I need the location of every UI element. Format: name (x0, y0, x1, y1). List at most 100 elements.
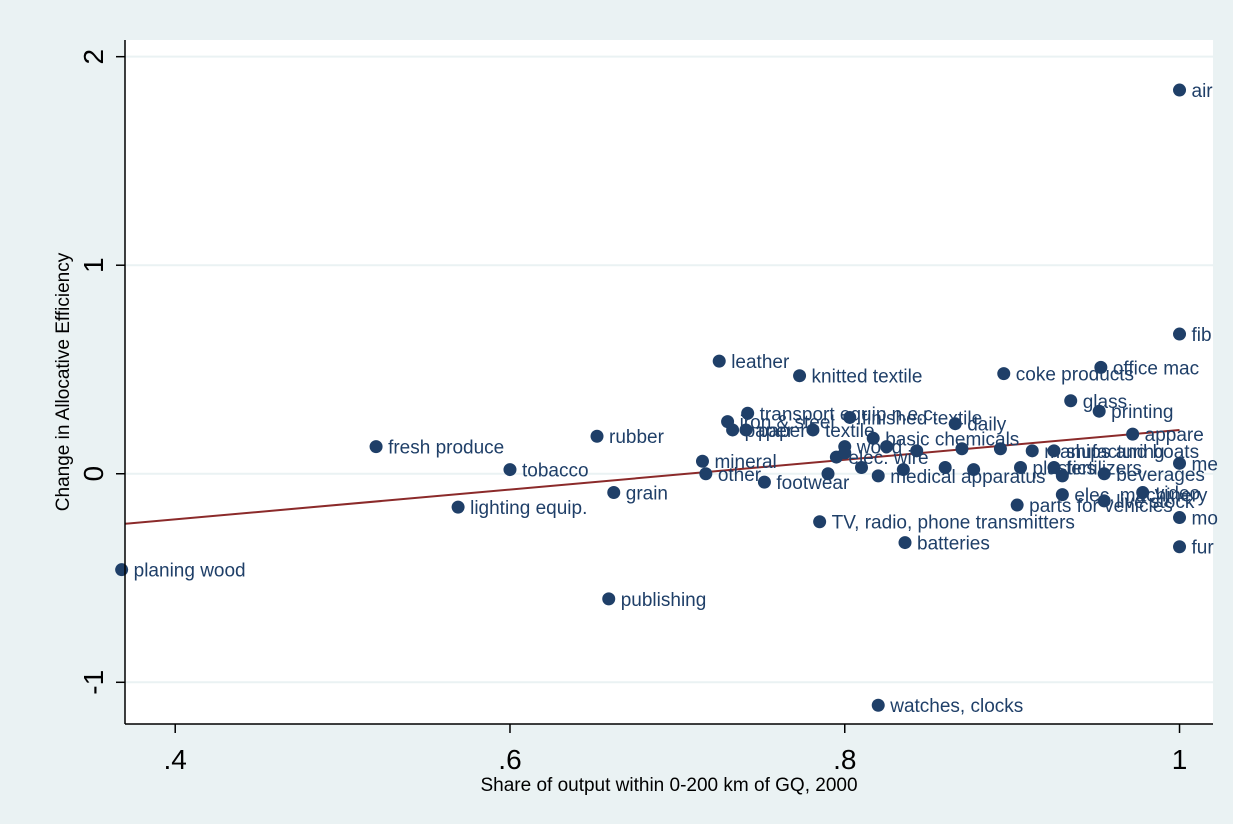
data-point-41 (871, 469, 885, 483)
point-label-13: paper (758, 421, 807, 442)
x-axis-label: Share of output within 0-200 km of GQ, 2… (480, 775, 857, 796)
data-point-48 (1010, 498, 1024, 512)
data-point-24 (955, 442, 969, 456)
data-point-32 (854, 461, 868, 474)
point-label-18: rubber (609, 427, 665, 448)
point-label-29: tobacco (522, 461, 589, 482)
point-label-2: leather (731, 352, 790, 373)
data-point-4 (997, 367, 1011, 381)
point-label-40: footwear (776, 473, 850, 494)
point-label-20: elec. wire (848, 448, 928, 469)
data-point-14 (806, 423, 820, 437)
data-point-54 (602, 592, 616, 606)
point-label-41: medical apparatus (890, 467, 1045, 488)
data-point-13 (739, 423, 753, 437)
data-point-34 (938, 461, 952, 474)
data-point-49 (1173, 511, 1187, 525)
y-axis-label: Change in Allocative Efficiency (53, 252, 74, 511)
point-label-11: daily (967, 415, 1007, 436)
data-point-12 (726, 423, 740, 437)
tick-layer: .4 .6 .8 1 -1 0 1 2 (78, 49, 1187, 775)
point-label-17: fresh produce (388, 438, 504, 459)
point-label-1: fib (1192, 325, 1212, 346)
data-point-29 (503, 463, 517, 477)
data-point-17 (369, 440, 383, 454)
data-point-18 (590, 429, 604, 443)
point-label-3: knitted textile (812, 367, 923, 388)
data-point-44 (451, 500, 465, 514)
axes (124, 40, 1213, 725)
point-label-48: parts for vehicles (1029, 496, 1173, 517)
data-point-53 (115, 563, 129, 577)
point-label-54: publishing (621, 590, 707, 611)
data-point-2 (712, 354, 726, 368)
data-point-7 (1092, 404, 1106, 418)
point-label-39: me (1192, 454, 1218, 475)
data-point-46 (1097, 494, 1111, 508)
data-point-39 (1173, 456, 1187, 470)
grid-lines (125, 55, 1213, 684)
y-tick-label-2: 1 (78, 257, 109, 273)
point-label-10: finished textile (862, 408, 982, 429)
point-label-49: mo (1192, 509, 1218, 530)
data-point-15 (866, 431, 880, 445)
point-label-46: live stock (1116, 492, 1195, 513)
data-point-23 (910, 444, 924, 458)
data-point-1 (1173, 327, 1187, 341)
data-point-38 (1097, 467, 1111, 481)
data-point-43 (607, 486, 621, 500)
point-label-6: glass (1083, 392, 1127, 413)
data-point-51 (898, 536, 912, 550)
point-label-7: printing (1111, 402, 1173, 423)
point-label-53: planing wood (134, 561, 246, 582)
point-label-5: office mac (1113, 358, 1199, 379)
data-point-27 (1047, 444, 1061, 458)
data-point-11 (948, 417, 962, 431)
data-point-16 (1126, 427, 1140, 441)
point-label-12: paper (745, 421, 794, 442)
point-label-36: plastics (1033, 459, 1096, 480)
y-tick-label-0: -1 (78, 670, 109, 695)
data-point-21 (838, 446, 852, 460)
data-point-42 (1055, 469, 1069, 483)
x-tick-label-0: .4 (164, 744, 187, 775)
data-point-55 (871, 698, 885, 712)
point-label-16: appare (1145, 425, 1204, 446)
point-label-55: watches, clocks (889, 696, 1023, 717)
point-label-47: video (1155, 484, 1200, 505)
point-label-44: lighting equip. (470, 498, 587, 519)
y-tick-label-1: 0 (78, 466, 109, 482)
point-label-27: ships and boats (1066, 442, 1199, 463)
data-point-35 (967, 463, 981, 477)
data-point-30 (699, 467, 713, 481)
point-label-0: air (1192, 81, 1214, 102)
data-point-45 (1055, 488, 1069, 502)
point-label-52: fur (1192, 538, 1215, 559)
data-point-33 (896, 463, 910, 477)
data-point-8 (741, 406, 755, 420)
y-tick-label-3: 2 (78, 49, 109, 65)
point-label-50: TV, radio, phone transmitters (832, 513, 1075, 534)
data-point-52 (1173, 540, 1187, 554)
x-tick-label-3: 1 (1172, 744, 1188, 775)
data-point-5 (1094, 360, 1108, 374)
data-point-25 (993, 442, 1007, 456)
point-label-14: textile (825, 421, 875, 442)
data-point-26 (1025, 444, 1039, 458)
plot-area (125, 40, 1213, 724)
point-label-43: grain (626, 484, 668, 505)
point-label-51: batteries (917, 534, 990, 555)
x-tick-label-1: .6 (498, 744, 521, 775)
data-point-40 (757, 475, 771, 489)
point-label-28: mineral (714, 452, 776, 473)
data-point-22 (880, 440, 894, 454)
data-point-47 (1136, 486, 1150, 500)
data-point-6 (1064, 394, 1078, 408)
data-point-36 (1014, 461, 1028, 474)
data-point-3 (793, 369, 807, 383)
point-label-30: other (718, 465, 762, 486)
data-point-50 (813, 515, 827, 529)
x-tick-label-2: .8 (833, 744, 856, 775)
data-point-0 (1173, 83, 1187, 97)
